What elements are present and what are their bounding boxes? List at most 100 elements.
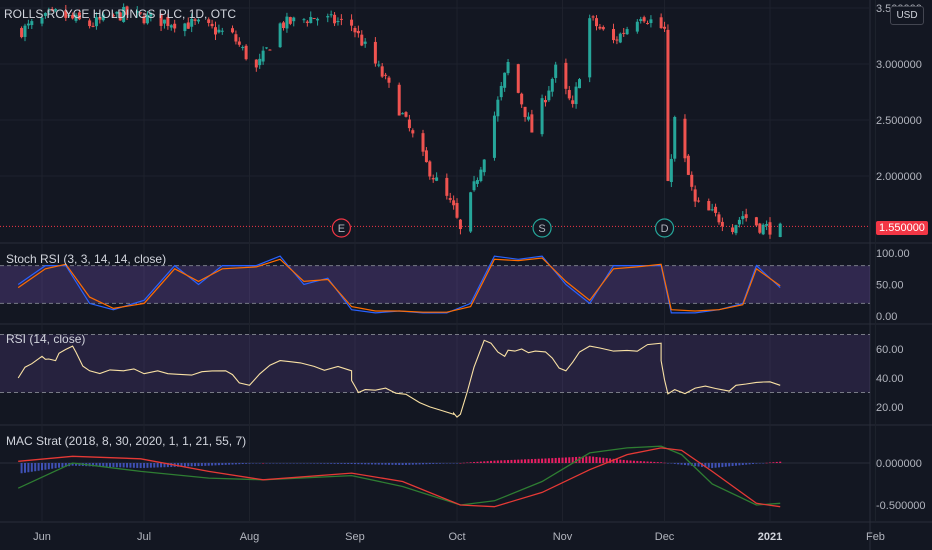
candle-body — [554, 64, 558, 78]
candle-body — [731, 227, 735, 232]
mac-histogram-bar — [136, 463, 139, 468]
mac-histogram-bar — [357, 463, 360, 465]
candle-body — [669, 158, 673, 182]
mac-histogram-bar — [302, 463, 305, 464]
mac-histogram-bar — [510, 459, 513, 463]
candle-body — [360, 34, 364, 46]
candle-body — [268, 49, 272, 51]
mac-histogram-bar — [755, 463, 758, 464]
mac-histogram-bar — [643, 461, 646, 463]
candle-body — [220, 30, 224, 32]
mac-histogram-bar — [449, 463, 452, 464]
mac-histogram-bar — [251, 463, 254, 464]
candle-body — [30, 21, 34, 26]
mac-histogram-bar — [64, 463, 67, 467]
mac-histogram-bar — [272, 463, 275, 464]
mac-axis-label: -0.500000 — [876, 500, 926, 512]
mac-histogram-bar — [772, 462, 775, 463]
candle-body — [734, 225, 738, 234]
candle-body — [162, 19, 166, 24]
mac-histogram-bar — [738, 463, 741, 466]
mac-histogram-bar — [524, 459, 527, 463]
mac-histogram-bar — [374, 463, 377, 465]
rsi-axis-label: 20.00 — [876, 402, 904, 414]
candle-body — [506, 62, 510, 74]
mac-histogram-bar — [347, 463, 350, 464]
mac-histogram-bar — [98, 463, 101, 467]
mac-histogram-bar — [377, 463, 380, 465]
mac-histogram-bar — [299, 463, 302, 464]
mac-histogram-bar — [578, 456, 581, 463]
mac-histogram-bar — [711, 463, 714, 469]
mac-histogram-bar — [762, 463, 765, 464]
candle-body — [166, 16, 170, 26]
candle-body — [499, 85, 503, 98]
candle-body — [183, 23, 187, 32]
candle-body — [285, 16, 289, 29]
mac-histogram-bar — [177, 463, 180, 467]
candle-body — [384, 74, 388, 76]
mac-histogram-bar — [714, 463, 717, 468]
stoch-axis-label: 100.00 — [876, 248, 910, 260]
candle-body — [452, 200, 456, 206]
candle-body — [244, 45, 248, 60]
mac-histogram-bar — [364, 463, 367, 465]
candle-body — [20, 28, 24, 38]
mac-histogram-bar — [211, 463, 214, 466]
candle-body — [741, 216, 745, 220]
candle-body — [373, 41, 377, 64]
event-marker-d — [654, 218, 675, 238]
candle-body — [683, 118, 687, 159]
candle-body — [618, 33, 622, 43]
mac-histogram-bar — [166, 463, 169, 468]
mac-histogram-bar — [677, 463, 680, 465]
currency-button[interactable]: USD — [890, 6, 924, 25]
mac-histogram-bar — [44, 463, 47, 470]
mac-histogram-bar — [204, 463, 207, 466]
candle-body — [169, 25, 173, 28]
rsi-band — [0, 334, 870, 393]
candle-body — [88, 20, 92, 27]
mac-histogram-bar — [775, 461, 778, 463]
mac-histogram-bar — [285, 463, 288, 464]
mac-histogram-bar — [370, 463, 373, 465]
mac-histogram-bar — [592, 456, 595, 463]
mac-histogram-bar — [745, 463, 748, 465]
candle-body — [94, 17, 98, 27]
candle-body — [744, 214, 748, 218]
candle-body — [428, 161, 432, 177]
candles-group — [20, 3, 782, 239]
candle-body — [380, 66, 384, 77]
candle-body — [778, 223, 782, 238]
mac-histogram-bar — [411, 463, 414, 465]
mac-histogram-bar — [214, 463, 217, 466]
mac-histogram-bar — [507, 460, 510, 463]
mac-histogram-bar — [71, 463, 74, 466]
candle-body — [469, 192, 473, 232]
candle-body — [234, 34, 238, 42]
candle-body — [411, 130, 415, 134]
candle-body — [43, 12, 47, 16]
mac-histogram-bar — [391, 463, 394, 465]
mac-histogram-bar — [156, 463, 159, 468]
mac-histogram-bar — [58, 463, 61, 468]
mac-histogram-bar — [224, 463, 227, 465]
candle-body — [217, 29, 221, 33]
candle-body — [193, 19, 197, 21]
time-axis-label: Aug — [240, 531, 260, 543]
mac-histogram-bar — [343, 463, 346, 464]
mac-histogram-bar — [520, 459, 523, 463]
candle-body — [421, 133, 425, 152]
mac-histogram-bar — [605, 458, 608, 463]
mac-histogram-bar — [258, 463, 261, 464]
mac-histogram-bar — [384, 463, 387, 465]
candle-body — [190, 18, 194, 27]
price-axis-label: 2.500000 — [876, 115, 922, 127]
candle-body — [547, 90, 551, 101]
candle-body — [540, 98, 544, 135]
candle-body — [530, 114, 534, 133]
mac-histogram-bar — [564, 457, 567, 463]
candle-body — [377, 64, 381, 66]
candle-body — [768, 222, 772, 235]
